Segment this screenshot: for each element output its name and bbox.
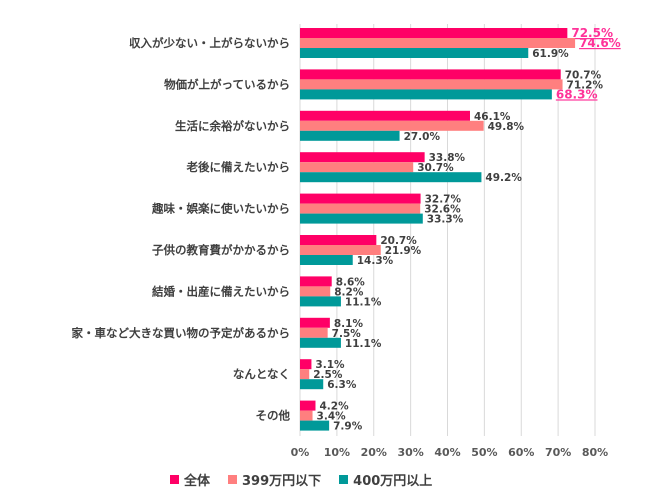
data-label: 70.7% [565, 69, 602, 81]
bar [300, 193, 421, 204]
x-tick-label: 30% [397, 446, 423, 459]
legend-swatch [228, 475, 238, 484]
data-label: 14.3% [357, 255, 394, 267]
data-label: 8.2% [334, 286, 364, 298]
data-label: 8.6% [336, 276, 366, 288]
x-tick-label: 80% [582, 446, 608, 459]
data-label: 3.4% [317, 411, 347, 423]
category-label: 物価が上がっているから [164, 77, 290, 91]
data-label: 6.3% [327, 379, 357, 391]
legend-swatch [170, 475, 179, 484]
data-label: 21.9% [385, 245, 422, 257]
x-tick-label: 50% [471, 446, 497, 459]
bar [300, 162, 414, 173]
bar [300, 245, 381, 255]
legend-label: 399万円以下 [242, 474, 322, 489]
bar [300, 213, 423, 224]
bar [300, 255, 353, 265]
bar [300, 152, 425, 163]
legend-item-under-399: 399万円以下 [228, 470, 321, 489]
data-label: 32.6% [424, 204, 461, 216]
bar [300, 410, 313, 421]
category-label: 子供の教育費がかかるから [152, 243, 290, 257]
data-label: 30.7% [417, 162, 454, 174]
data-label: 4.2% [319, 401, 349, 413]
x-tick-label: 70% [545, 446, 571, 459]
bar [300, 172, 482, 183]
x-tick-label: 40% [434, 446, 460, 459]
legend: 全体 399万円以下 400万円以上 [170, 470, 432, 489]
data-label: 11.1% [345, 296, 382, 308]
data-label: 33.3% [427, 214, 464, 226]
bar [300, 28, 568, 38]
data-label: 11.1% [345, 338, 382, 350]
bar [300, 79, 563, 90]
legend-swatch [339, 475, 349, 484]
x-tick-label: 0% [291, 446, 310, 459]
category-label: 生活に余裕がないから [175, 119, 290, 133]
category-label: 趣味・娯楽に使いたいから [151, 202, 290, 216]
bar [300, 359, 312, 370]
bar [300, 327, 328, 338]
legend-item-all: 全体 [170, 470, 210, 489]
x-tick-label: 20% [361, 446, 387, 459]
data-label: 68.3% [556, 87, 598, 101]
data-label: 49.8% [488, 121, 525, 133]
legend-label: 全体 [184, 474, 211, 489]
bar [300, 286, 331, 297]
data-label: 20.7% [380, 235, 417, 247]
bar [300, 69, 561, 80]
x-tick-label: 60% [508, 446, 534, 459]
bar [300, 369, 310, 380]
legend-item-over-400: 400万円以上 [339, 470, 432, 489]
data-label: 7.5% [332, 328, 362, 340]
category-label: 結婚・出産に備えたいから [152, 284, 290, 298]
bar [300, 379, 324, 390]
bar [300, 317, 330, 328]
data-label: 74.6% [579, 36, 621, 50]
bar [300, 296, 341, 307]
category-label: その他 [256, 409, 291, 423]
data-label: 49.2% [485, 172, 522, 184]
bar [300, 276, 332, 287]
bar [300, 110, 470, 121]
data-label: 33.8% [429, 152, 466, 164]
x-tick-label: 10% [324, 446, 350, 459]
data-label: 3.1% [315, 359, 345, 371]
data-label: 61.9% [532, 48, 569, 60]
data-label: 8.1% [334, 318, 364, 330]
bar [300, 38, 576, 48]
category-label: なんとなく [233, 367, 290, 381]
data-label: 71.2% [567, 79, 604, 91]
data-label: 2.5% [313, 369, 343, 381]
bar [300, 337, 341, 348]
data-label: 7.9% [333, 421, 363, 433]
category-label: 家・車など大きな買い物の予定があるから [72, 326, 291, 340]
data-label: 72.5% [571, 26, 613, 40]
data-label: 32.7% [425, 194, 462, 206]
data-label: 46.1% [474, 111, 511, 123]
category-label: 老後に備えたいから [186, 160, 291, 174]
bar [300, 420, 330, 431]
bar [300, 89, 552, 100]
bar [300, 400, 316, 411]
bar [300, 120, 484, 131]
bar [300, 235, 377, 245]
legend-label: 400万円以上 [353, 474, 433, 489]
category-label: 収入が少ない・上がらないから [129, 36, 290, 50]
bar [300, 130, 400, 141]
bar [300, 203, 421, 214]
data-label: 27.0% [404, 131, 441, 143]
bar [300, 48, 529, 58]
